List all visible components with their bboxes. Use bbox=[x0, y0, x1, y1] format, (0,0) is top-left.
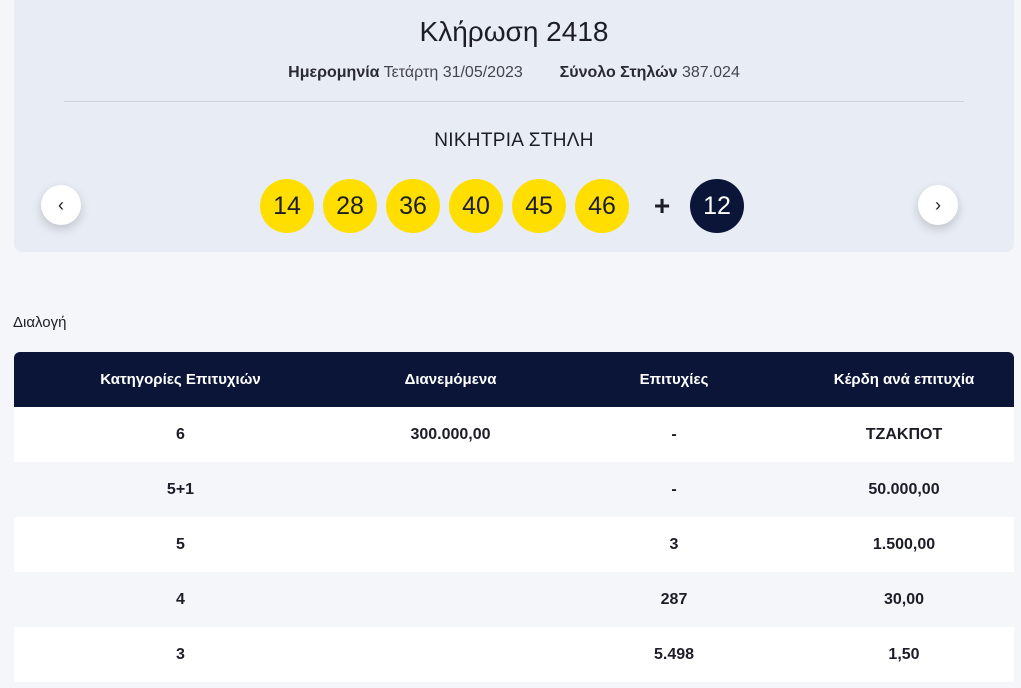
table-row: 5+1 - 50.000,00 bbox=[14, 462, 1014, 517]
winners-cell: 3 bbox=[669, 535, 679, 553]
category-cell: 5+1 bbox=[166, 480, 195, 498]
header-categories: Κατηγορίες Επιτυχιών bbox=[100, 371, 261, 388]
plus-sign: + bbox=[653, 190, 671, 221]
category-cell: 5 bbox=[176, 535, 185, 553]
table-header: Κατηγορίες Επιτυχιών Διανεμόμενα Επιτυχί… bbox=[14, 352, 1014, 407]
table-row: 6 300.000,00 - ΤΖΑΚΠΟΤ bbox=[14, 407, 1014, 462]
selection-label: Διαλογή bbox=[13, 314, 67, 331]
table-row: 3 5.498 1,50 bbox=[14, 627, 1014, 682]
next-draw-button[interactable]: › bbox=[918, 185, 958, 225]
divider bbox=[64, 101, 964, 102]
columns-value: 387.024 bbox=[682, 64, 740, 81]
winning-numbers: 14 28 36 40 45 46 + 12 bbox=[260, 179, 744, 233]
number-ball: 40 bbox=[449, 179, 503, 233]
header-distributed: Διανεμόμενα bbox=[404, 371, 497, 388]
draw-title: Κλήρωση 2418 bbox=[419, 16, 609, 47]
number-ball: 36 bbox=[386, 179, 440, 233]
number-ball: 28 bbox=[323, 179, 377, 233]
category-cell: 3 bbox=[176, 645, 185, 663]
prize-cell: 1.500,00 bbox=[872, 535, 936, 553]
columns-label: Σύνολο Στηλών bbox=[559, 64, 678, 81]
prize-cell: 1,50 bbox=[888, 645, 920, 663]
category-cell: 6 bbox=[176, 425, 185, 443]
draw-meta: Ημερομηνία Τετάρτη 31/05/2023 Σύνολο Στη… bbox=[14, 64, 1014, 82]
prize-cell: ΤΖΑΚΠΟΤ bbox=[865, 425, 943, 443]
winners-cell: 287 bbox=[660, 590, 688, 608]
table-row: 4 287 30,00 bbox=[14, 572, 1014, 627]
distributed-cell: 300.000,00 bbox=[410, 425, 491, 443]
header-prize: Κέρδη ανά επιτυχία bbox=[833, 371, 975, 388]
previous-draw-button[interactable]: ‹ bbox=[41, 185, 81, 225]
chevron-left-icon: ‹ bbox=[58, 194, 64, 215]
number-ball: 45 bbox=[512, 179, 566, 233]
number-ball: 46 bbox=[575, 179, 629, 233]
winners-cell: - bbox=[671, 480, 677, 498]
header-winners: Επιτυχίες bbox=[639, 371, 709, 388]
winning-column-title: ΝΙΚΗΤΡΙΑ ΣΤΗΛΗ bbox=[434, 130, 594, 151]
date-value: Τετάρτη 31/05/2023 bbox=[383, 64, 523, 81]
number-ball: 14 bbox=[260, 179, 314, 233]
table-row: 5 3 1.500,00 bbox=[14, 517, 1014, 572]
prize-cell: 30,00 bbox=[883, 590, 925, 608]
date-label: Ημερομηνία bbox=[288, 64, 380, 81]
winners-cell: 5.498 bbox=[653, 645, 695, 663]
results-table: Κατηγορίες Επιτυχιών Διανεμόμενα Επιτυχί… bbox=[14, 352, 1014, 682]
chevron-right-icon: › bbox=[935, 194, 941, 215]
winners-cell: - bbox=[671, 425, 677, 443]
category-cell: 4 bbox=[176, 590, 185, 608]
prize-cell: 50.000,00 bbox=[868, 480, 940, 498]
bonus-ball: 12 bbox=[690, 179, 744, 233]
